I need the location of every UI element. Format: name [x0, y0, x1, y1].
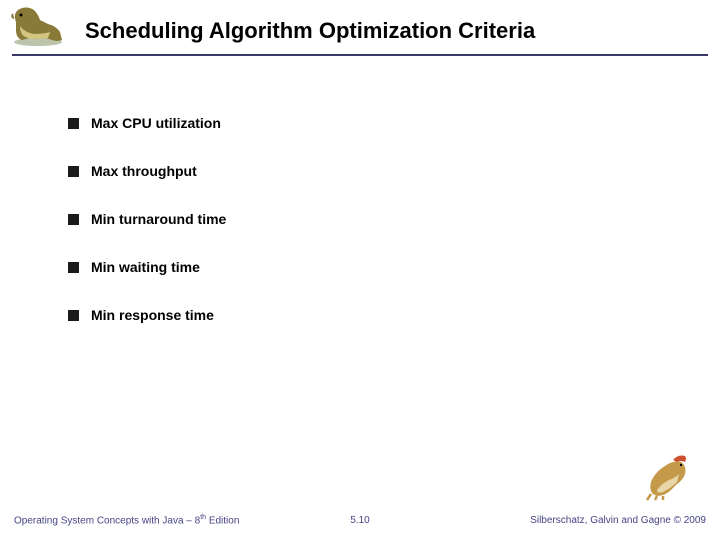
slide-number: 5.10 [350, 515, 369, 526]
bullet-list: Max CPU utilization Max throughput Min t… [68, 115, 226, 355]
bullet-label: Min waiting time [91, 259, 200, 275]
list-item: Min response time [68, 307, 226, 323]
dinosaur-right-icon [643, 452, 698, 502]
bullet-label: Min response time [91, 307, 214, 323]
bullet-icon [68, 118, 79, 129]
footer-suffix: Edition [206, 515, 239, 526]
list-item: Min waiting time [68, 259, 226, 275]
bullet-icon [68, 214, 79, 225]
list-item: Max CPU utilization [68, 115, 226, 131]
dinosaur-left-icon [8, 2, 68, 47]
bullet-icon [68, 262, 79, 273]
footer-left-text: Operating System Concepts with Java – 8t… [14, 514, 239, 526]
bullet-label: Max CPU utilization [91, 115, 221, 131]
bullet-icon [68, 310, 79, 321]
list-item: Max throughput [68, 163, 226, 179]
slide-title: Scheduling Algorithm Optimization Criter… [85, 18, 535, 44]
slide-footer: Operating System Concepts with Java – 8t… [0, 506, 720, 526]
bullet-label: Min turnaround time [91, 211, 226, 227]
bullet-icon [68, 166, 79, 177]
footer-copyright: Silberschatz, Galvin and Gagne © 2009 [530, 515, 706, 526]
title-underline [12, 54, 708, 56]
list-item: Min turnaround time [68, 211, 226, 227]
bullet-label: Max throughput [91, 163, 197, 179]
slide-header: Scheduling Algorithm Optimization Criter… [0, 0, 720, 70]
footer-prefix: Operating System Concepts with Java – 8 [14, 515, 200, 526]
